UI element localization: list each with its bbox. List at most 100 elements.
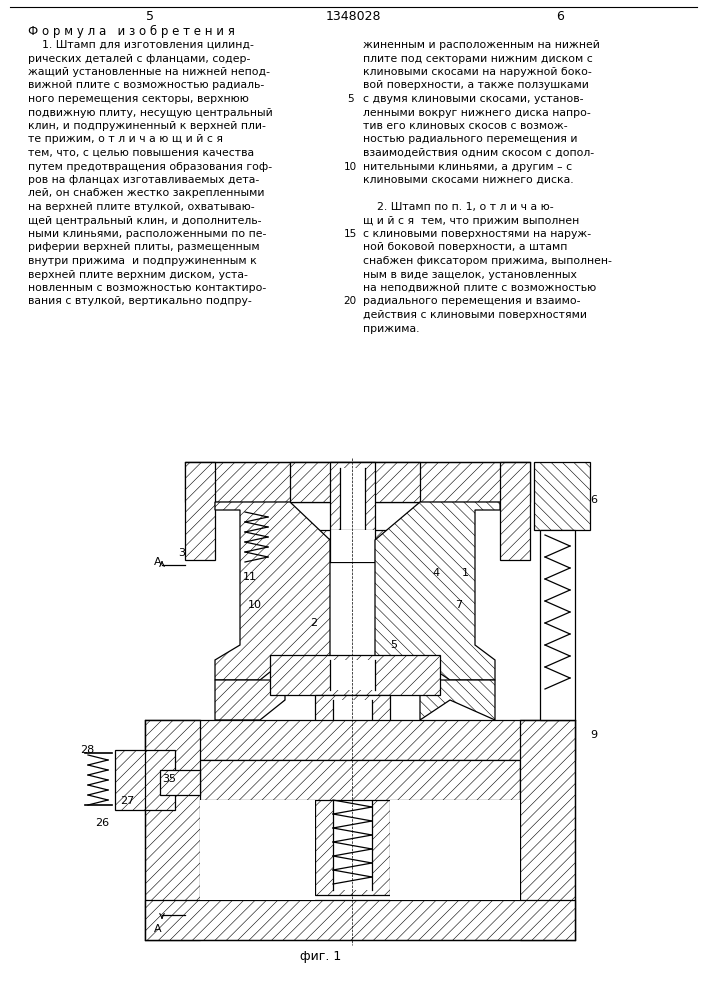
Text: ными клиньями, расположенными по пе-: ными клиньями, расположенными по пе-: [28, 229, 267, 239]
Bar: [160, 770, 200, 795]
Polygon shape: [215, 680, 285, 720]
Text: верхней плите верхним диском, уста-: верхней плите верхним диском, уста-: [28, 269, 248, 279]
Bar: [145, 720, 575, 760]
Bar: [330, 660, 375, 690]
Text: те прижим, о т л и ч а ю щ и й с я: те прижим, о т л и ч а ю щ и й с я: [28, 134, 223, 144]
Bar: [285, 530, 420, 562]
Text: 6: 6: [556, 10, 564, 23]
Bar: [540, 530, 575, 720]
Text: ров на фланцах изготавливаемых дета-: ров на фланцах изготавливаемых дета-: [28, 175, 259, 185]
Text: ленными вокруг нижнего диска напро-: ленными вокруг нижнего диска напро-: [363, 107, 591, 117]
Bar: [534, 462, 590, 530]
Bar: [190, 760, 520, 800]
Bar: [190, 760, 520, 800]
Bar: [185, 462, 215, 560]
Polygon shape: [215, 502, 330, 680]
Text: 27: 27: [120, 796, 134, 806]
Bar: [145, 720, 200, 940]
Text: 5: 5: [390, 640, 397, 650]
Bar: [520, 720, 575, 940]
Text: внутри прижима  и подпружиненным к: внутри прижима и подпружиненным к: [28, 256, 257, 266]
Text: прижима.: прижима.: [363, 324, 419, 334]
Text: тив его клиновых скосов с возмож-: тив его клиновых скосов с возмож-: [363, 121, 568, 131]
Bar: [200, 800, 315, 900]
Bar: [185, 462, 530, 502]
Bar: [115, 750, 175, 810]
Text: ного перемещения секторы, верхнюю: ного перемещения секторы, верхнюю: [28, 94, 249, 104]
Text: 10: 10: [248, 600, 262, 610]
Bar: [340, 468, 365, 555]
Text: 1: 1: [462, 568, 469, 578]
Text: щей центральный клин, и дополнитель-: щей центральный клин, и дополнитель-: [28, 216, 262, 226]
Text: 26: 26: [95, 818, 109, 828]
Polygon shape: [375, 502, 500, 680]
Text: рических деталей с фланцами, содер-: рических деталей с фланцами, содер-: [28, 53, 250, 64]
Text: плите под секторами нижним диском с: плите под секторами нижним диском с: [363, 53, 592, 64]
Bar: [330, 530, 375, 562]
Text: 4: 4: [432, 568, 439, 578]
Text: 2: 2: [310, 618, 317, 628]
Text: вой поверхности, а также ползушками: вой поверхности, а также ползушками: [363, 81, 589, 91]
Bar: [285, 530, 420, 562]
Text: тем, что, с целью повышения качества: тем, что, с целью повышения качества: [28, 148, 254, 158]
Bar: [520, 720, 575, 940]
Text: A: A: [154, 924, 162, 934]
Text: ностью радиального перемещения и: ностью радиального перемещения и: [363, 134, 578, 144]
Text: 9: 9: [590, 730, 597, 740]
Text: клин, и подпружиненный к верхней пли-: клин, и подпружиненный к верхней пли-: [28, 121, 266, 131]
Bar: [500, 462, 530, 560]
Bar: [145, 720, 575, 760]
Text: 5: 5: [346, 94, 354, 104]
Text: 1348028: 1348028: [325, 10, 381, 23]
Bar: [185, 462, 215, 560]
Bar: [270, 655, 440, 695]
Bar: [115, 750, 175, 810]
Text: A: A: [154, 557, 162, 567]
Bar: [290, 462, 420, 502]
Bar: [330, 462, 375, 560]
Text: путем предотвращения образования гоф-: путем предотвращения образования гоф-: [28, 161, 272, 172]
Text: 11: 11: [243, 572, 257, 582]
Text: 2. Штамп по п. 1, о т л и ч а ю-: 2. Штамп по п. 1, о т л и ч а ю-: [363, 202, 554, 212]
Text: 5: 5: [146, 10, 154, 23]
Text: фиг. 1: фиг. 1: [300, 950, 341, 963]
Bar: [145, 900, 575, 940]
Bar: [145, 900, 575, 940]
Text: подвижную плиту, несущую центральный: подвижную плиту, несущую центральный: [28, 107, 273, 117]
Text: 7: 7: [455, 600, 462, 610]
Text: снабжен фиксатором прижима, выполнен-: снабжен фиксатором прижима, выполнен-: [363, 256, 612, 266]
Bar: [315, 695, 390, 895]
Text: вания с втулкой, вертикально подпру-: вания с втулкой, вертикально подпру-: [28, 296, 252, 306]
Text: с клиновыми поверхностями на наруж-: с клиновыми поверхностями на наруж-: [363, 229, 591, 239]
Text: новленным с возможностью контактиро-: новленным с возможностью контактиро-: [28, 283, 267, 293]
Text: 20: 20: [344, 296, 356, 306]
Text: с двумя клиновыми скосами, установ-: с двумя клиновыми скосами, установ-: [363, 94, 583, 104]
Polygon shape: [420, 680, 495, 720]
Text: 28: 28: [80, 745, 94, 755]
Text: нительными клиньями, а другим – с: нительными клиньями, а другим – с: [363, 161, 572, 172]
Text: лей, он снабжен жестко закрепленными: лей, он снабжен жестко закрепленными: [28, 188, 264, 198]
Text: 6: 6: [590, 495, 597, 505]
Text: жиненным и расположенным на нижней: жиненным и расположенным на нижней: [363, 40, 600, 50]
Text: взаимодействия одним скосом с допол-: взаимодействия одним скосом с допол-: [363, 148, 594, 158]
Bar: [315, 695, 390, 895]
Text: 3: 3: [178, 548, 185, 558]
Text: клиновыми скосами нижнего диска.: клиновыми скосами нижнего диска.: [363, 175, 573, 185]
Bar: [330, 462, 375, 560]
Text: 10: 10: [344, 161, 356, 172]
Text: ной боковой поверхности, а штамп: ной боковой поверхности, а штамп: [363, 242, 568, 252]
Text: риферии верхней плиты, размещенным: риферии верхней плиты, размещенным: [28, 242, 259, 252]
Bar: [270, 655, 440, 695]
Text: жащий установленные на нижней непод-: жащий установленные на нижней непод-: [28, 67, 270, 77]
Bar: [160, 770, 200, 795]
Text: вижной плите с возможностью радиаль-: вижной плите с возможностью радиаль-: [28, 81, 264, 91]
Bar: [500, 462, 530, 560]
Text: щ и й с я  тем, что прижим выполнен: щ и й с я тем, что прижим выполнен: [363, 216, 579, 226]
Text: 35: 35: [162, 774, 176, 784]
Bar: [290, 462, 420, 502]
Text: на верхней плите втулкой, охватываю-: на верхней плите втулкой, охватываю-: [28, 202, 255, 212]
Bar: [390, 800, 520, 900]
Text: на неподвижной плите с возможностью: на неподвижной плите с возможностью: [363, 283, 596, 293]
Text: 15: 15: [344, 229, 356, 239]
Bar: [333, 700, 372, 890]
